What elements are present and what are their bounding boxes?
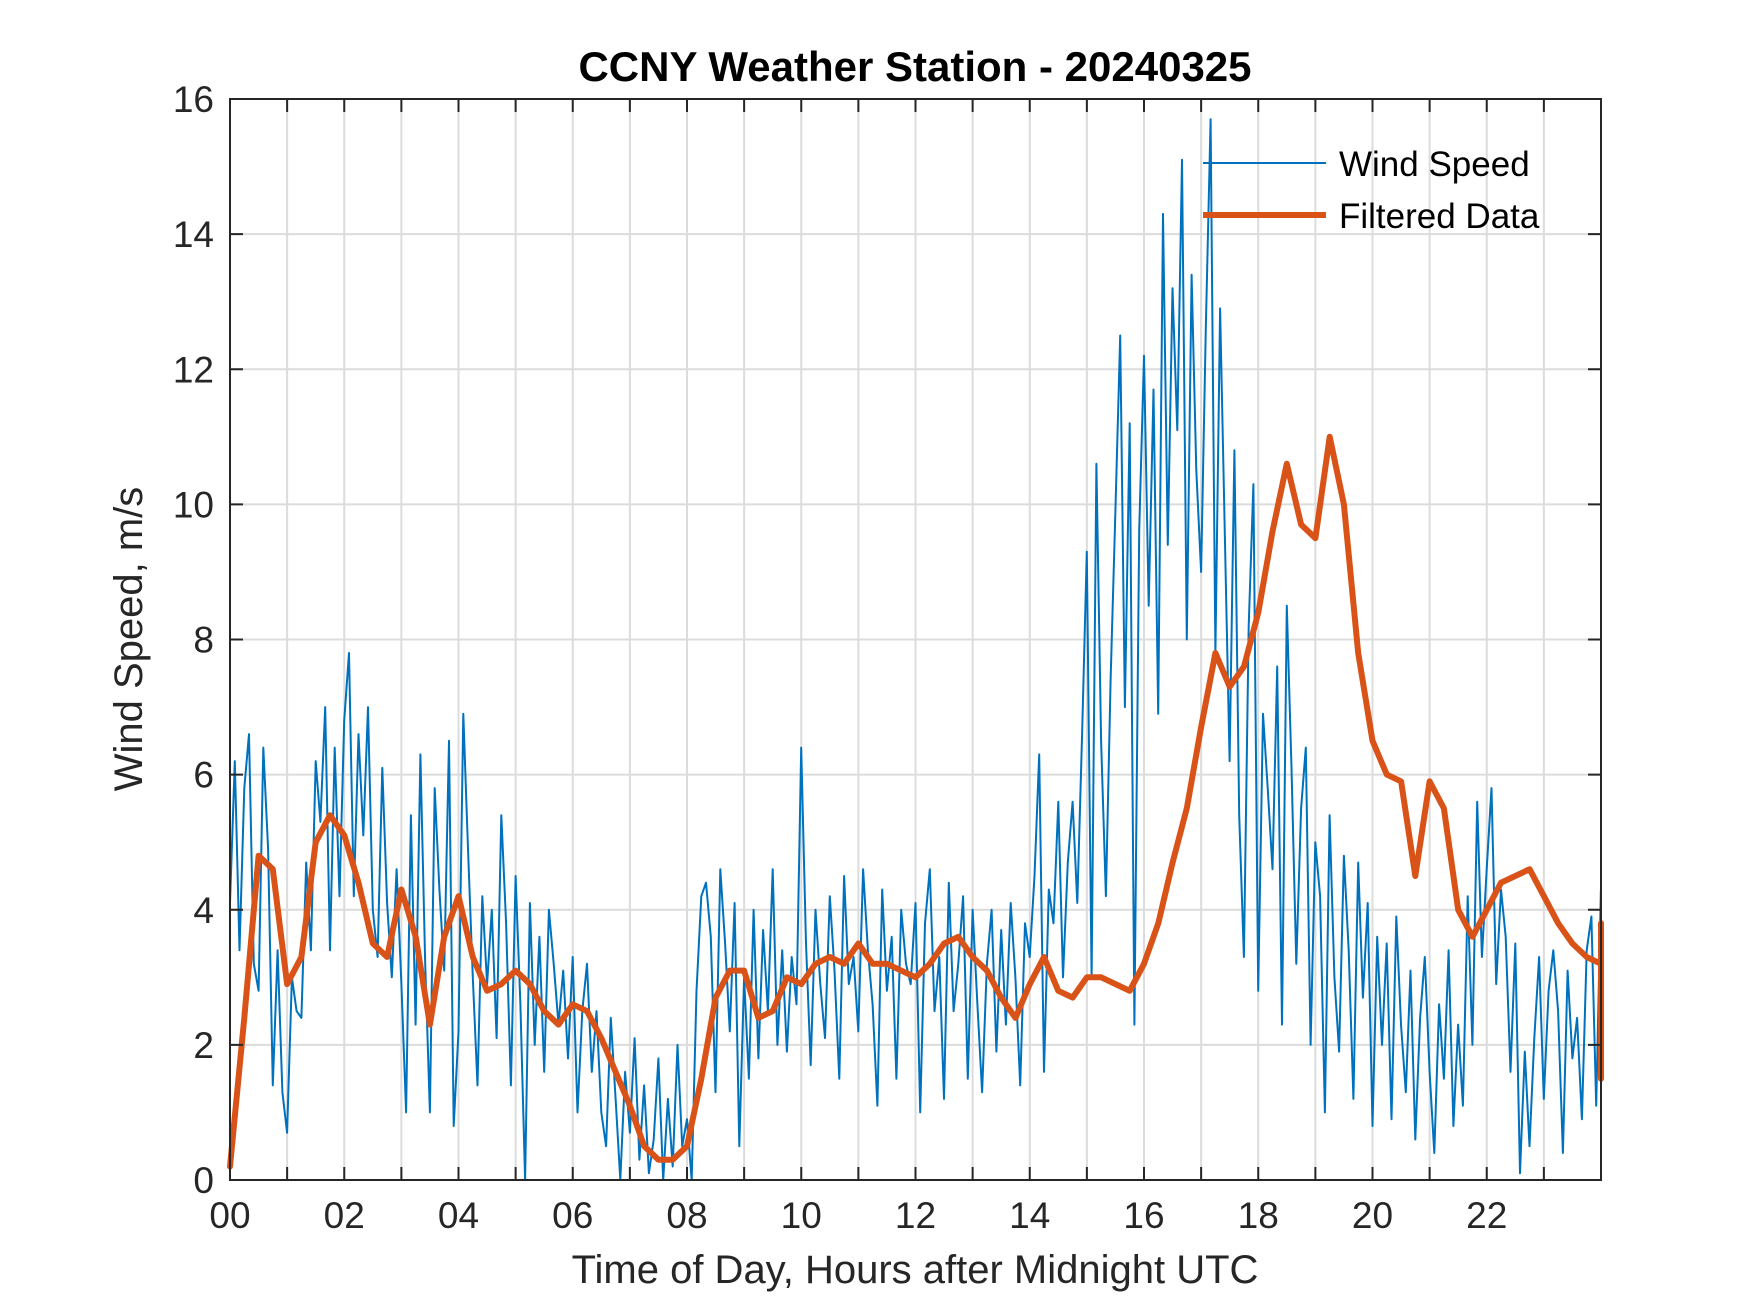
legend: Wind Speed Filtered Data [1203,145,1540,236]
x-tick-label: 16 [1123,1195,1164,1236]
y-axis-label: Wind Speed, m/s [107,487,151,792]
x-tick-label: 10 [781,1195,822,1236]
x-tick-label: 12 [895,1195,936,1236]
legend-label-wind-speed: Wind Speed [1339,145,1530,184]
y-tick-label: 6 [193,755,214,796]
x-tick-label: 18 [1238,1195,1279,1236]
x-tick-label: 14 [1009,1195,1050,1236]
x-tick-label: 06 [552,1195,593,1236]
legend-label-filtered-data: Filtered Data [1339,197,1540,236]
y-tick-label: 14 [173,214,214,255]
y-tick-label: 16 [173,79,214,120]
x-tick-label: 00 [209,1195,250,1236]
chart-title: CCNY Weather Station - 20240325 [578,43,1251,90]
series-line-wind-speed [229,118,1602,1181]
x-tick-label: 20 [1352,1195,1393,1236]
y-tick-label: 10 [173,484,214,525]
ticks [230,98,1601,1181]
x-tick-label: 04 [438,1195,479,1236]
y-tick-labels: 0 2 4 6 8 10 12 14 16 [173,79,214,1201]
x-tick-label: 02 [324,1195,365,1236]
y-tick-label: 0 [193,1160,214,1201]
x-tick-label: 22 [1466,1195,1507,1236]
y-tick-label: 2 [193,1025,214,1066]
x-axis-label: Time of Day, Hours after Midnight UTC [572,1248,1259,1292]
x-tick-labels: 00 02 04 06 08 10 12 14 16 18 20 22 [209,1195,1507,1236]
x-tick-label: 08 [666,1195,707,1236]
y-tick-label: 4 [193,890,214,931]
y-tick-label: 8 [193,620,214,661]
y-tick-label: 12 [173,349,214,390]
